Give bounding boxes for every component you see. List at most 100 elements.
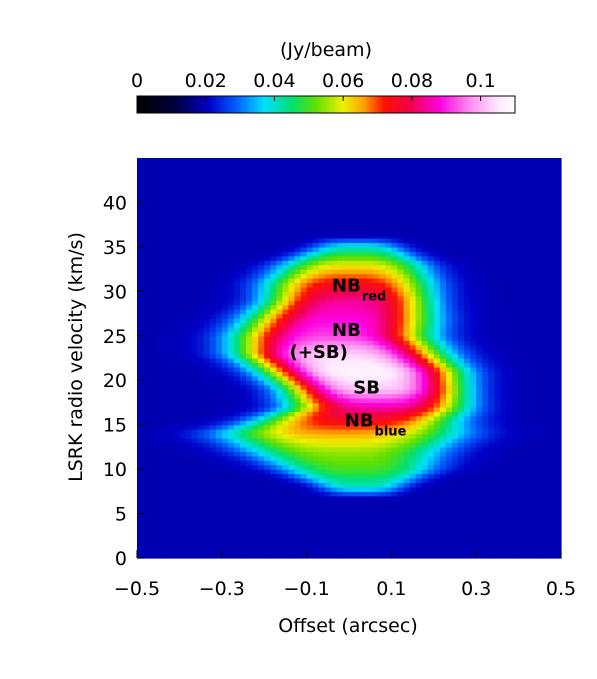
heatmap-cell	[288, 455, 296, 461]
heatmap-cell	[421, 486, 429, 492]
heatmap-cell	[167, 313, 174, 319]
heatmap-cell	[197, 411, 205, 417]
heatmap-cell	[530, 260, 538, 266]
heatmap-cell	[270, 482, 277, 488]
heatmap-cell	[445, 433, 453, 439]
heatmap-cell	[494, 286, 502, 292]
heatmap-cell	[379, 389, 386, 395]
heatmap-cell	[209, 469, 217, 475]
heatmap-cell	[330, 251, 338, 257]
heatmap-cell	[488, 460, 495, 466]
heatmap-cell	[409, 358, 417, 364]
heatmap-cell	[318, 335, 326, 341]
heatmap-cell	[458, 504, 465, 510]
heatmap-cell	[209, 491, 217, 497]
heatmap-cell	[488, 380, 495, 386]
heatmap-cell	[451, 380, 459, 386]
heatmap-cell	[258, 278, 265, 284]
heatmap-cell	[264, 535, 271, 541]
heatmap-cell	[227, 455, 235, 461]
heatmap-cell	[252, 402, 259, 408]
heatmap-cell	[524, 335, 532, 341]
heatmap-cell	[458, 535, 465, 541]
heatmap-cell	[179, 478, 187, 484]
heatmap-cell	[203, 358, 211, 364]
heatmap-cell	[470, 269, 477, 275]
heatmap-cell	[439, 433, 447, 439]
heatmap-cell	[149, 535, 156, 541]
heatmap-cell	[397, 495, 405, 501]
heatmap-cell	[518, 535, 526, 541]
heatmap-cell	[264, 278, 271, 284]
heatmap-cell	[155, 460, 162, 466]
heatmap-cell	[336, 513, 344, 519]
heatmap-cell	[554, 242, 562, 248]
heatmap-cell	[542, 442, 550, 448]
heatmap-cell	[524, 455, 532, 461]
heatmap-cell	[143, 433, 150, 439]
heatmap-cell	[191, 318, 199, 324]
heatmap-cell	[361, 486, 368, 492]
heatmap-cell	[470, 500, 477, 506]
heatmap-cell	[179, 429, 187, 435]
heatmap-cell	[427, 518, 435, 524]
heatmap-cell	[203, 295, 211, 301]
heatmap-cell	[488, 500, 495, 506]
heatmap-cell	[512, 353, 520, 359]
heatmap-cell	[149, 540, 156, 546]
heatmap-cell	[282, 482, 290, 488]
heatmap-cell	[270, 509, 277, 515]
heatmap-cell	[500, 264, 508, 270]
heatmap-cell	[215, 322, 223, 328]
heatmap-cell	[276, 446, 283, 452]
heatmap-cell	[318, 446, 326, 452]
heatmap-cell	[536, 326, 544, 332]
heatmap-cell	[367, 278, 374, 284]
heatmap-cell	[548, 335, 556, 341]
heatmap-cell	[427, 455, 435, 461]
heatmap-cell	[506, 358, 514, 364]
heatmap-cell	[161, 544, 168, 550]
heatmap-cell	[143, 500, 150, 506]
heatmap-cell	[143, 286, 150, 292]
heatmap-cell	[379, 482, 386, 488]
heatmap-cell	[349, 291, 356, 297]
heatmap-cell	[143, 380, 150, 386]
heatmap-cell	[336, 260, 344, 266]
heatmap-cell	[149, 366, 156, 372]
heatmap-cell	[542, 380, 550, 386]
heatmap-cell	[203, 486, 211, 492]
heatmap-cell	[506, 424, 514, 430]
heatmap-cell	[173, 242, 180, 248]
heatmap-cell	[427, 438, 435, 444]
heatmap-cell	[149, 544, 156, 550]
heatmap-cell	[433, 286, 441, 292]
heatmap-cell	[191, 282, 199, 288]
heatmap-cell	[342, 438, 350, 444]
heatmap-cell	[282, 393, 290, 399]
heatmap-cell	[324, 478, 332, 484]
heatmap-cell	[270, 366, 277, 372]
heatmap-cell	[191, 411, 199, 417]
heatmap-cell	[464, 522, 471, 528]
heatmap-cell	[324, 295, 332, 301]
heatmap-cell	[379, 460, 386, 466]
heatmap-cell	[227, 375, 235, 381]
heatmap-cell	[548, 273, 556, 279]
heatmap-cell	[451, 504, 459, 510]
heatmap-cell	[397, 460, 405, 466]
heatmap-cell	[542, 318, 550, 324]
heatmap-cell	[155, 482, 162, 488]
heatmap-cell	[524, 544, 532, 550]
heatmap-cell	[155, 366, 162, 372]
heatmap-cell	[355, 473, 362, 479]
heatmap-cell	[336, 464, 344, 470]
heatmap-cell	[488, 544, 495, 550]
heatmap-cell	[397, 433, 405, 439]
heatmap-cell	[227, 246, 235, 252]
heatmap-cell	[185, 518, 193, 524]
heatmap-cell	[415, 251, 423, 257]
heatmap-cell	[342, 282, 350, 288]
heatmap-cell	[506, 380, 514, 386]
heatmap-cell	[173, 251, 180, 257]
